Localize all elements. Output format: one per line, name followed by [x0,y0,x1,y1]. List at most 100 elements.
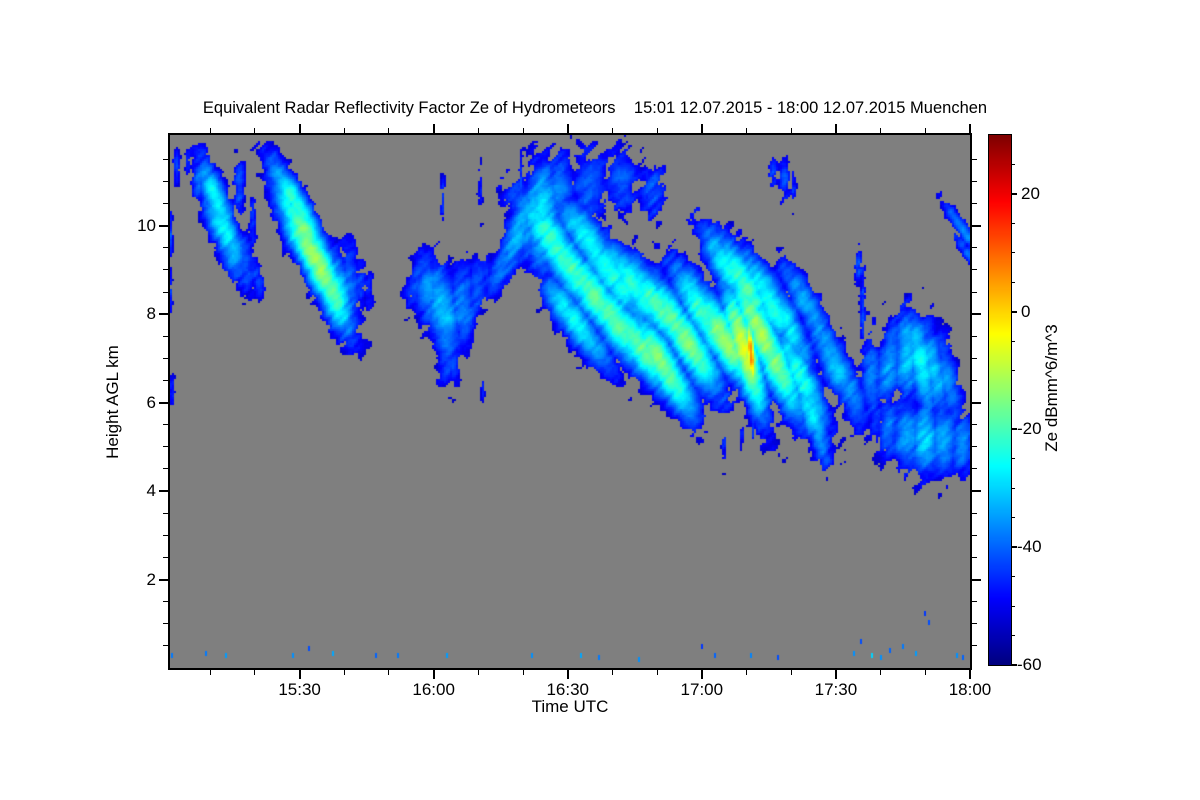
y-minor-tick [972,468,977,470]
x-minor-tick [880,670,882,675]
x-minor-tick [611,128,613,133]
x-minor-tick [924,128,926,133]
y-minor-tick [163,512,168,514]
y-major-tick [159,224,168,227]
y-tick-label: 4 [146,481,156,501]
y-minor-tick [972,645,977,647]
colorbar-minor-tick [1012,340,1015,342]
y-minor-tick [163,203,168,205]
y-minor-tick [163,556,168,558]
x-tick-label: 17:30 [814,680,858,699]
y-minor-tick [163,601,168,603]
y-major-tick [972,578,981,581]
y-tick-label: 6 [146,392,156,412]
x-minor-tick [656,670,658,675]
y-tick-label: 8 [146,304,156,324]
y-minor-tick [972,379,977,381]
y-minor-tick [972,269,977,271]
x-minor-tick [209,670,211,675]
y-tick-label: 10 [137,215,156,235]
y-major-tick [972,224,981,227]
colorbar-title: Ze dBmm^6/m^3 [1042,324,1061,452]
y-minor-tick [163,158,168,160]
x-tick-label: 16:30 [546,680,590,699]
y-minor-tick [163,291,168,293]
x-tick-label: 15:30 [278,680,321,699]
y-minor-tick [972,357,977,359]
x-major-tick [298,670,301,679]
y-minor-tick [163,247,168,249]
y-minor-tick [163,424,168,426]
colorbar-major-tick [1012,664,1017,666]
y-minor-tick [972,424,977,426]
x-minor-tick [746,670,748,675]
y-major-tick [159,401,168,404]
y-minor-tick [163,269,168,271]
y-minor-tick [972,180,977,182]
y-minor-tick [972,247,977,249]
x-minor-tick [656,128,658,133]
colorbar-minor-tick [1012,163,1015,165]
y-minor-tick [972,446,977,448]
x-major-tick [432,124,435,133]
colorbar-minor-tick [1012,605,1015,607]
x-minor-tick [477,670,479,675]
colorbar-minor-tick [1012,487,1015,489]
y-minor-tick [972,291,977,293]
y-major-tick [972,401,981,404]
y-minor-tick [163,623,168,625]
colorbar-minor-tick [1012,517,1015,519]
x-minor-tick [477,128,479,133]
colorbar-minor-tick [1012,635,1015,637]
y-minor-tick [972,158,977,160]
y-minor-tick [163,357,168,359]
colorbar-major-tick [1012,310,1017,313]
x-minor-tick [522,670,524,675]
x-major-tick [834,124,837,133]
y-minor-tick [163,534,168,536]
colorbar-tick-label: -40 [1017,537,1042,557]
x-minor-tick [790,670,792,675]
x-minor-tick [254,128,256,133]
y-minor-tick [163,180,168,182]
y-minor-tick [163,335,168,337]
y-minor-tick [163,379,168,381]
y-minor-tick [163,446,168,448]
x-minor-tick [522,128,524,133]
colorbar-minor-tick [1012,399,1015,401]
y-minor-tick [163,645,168,647]
x-minor-tick [611,670,613,675]
y-minor-tick [972,623,977,625]
x-major-tick [700,670,703,679]
y-major-tick [159,578,168,581]
x-major-tick [298,124,301,133]
x-major-tick [566,670,569,679]
colorbar-minor-tick [1012,281,1015,283]
y-minor-tick [972,556,977,558]
colorbar-tick-label: 0 [1021,301,1031,321]
x-major-tick [969,124,971,133]
x-major-tick [969,670,971,679]
y-major-tick [972,490,981,493]
y-minor-tick [972,512,977,514]
x-minor-tick [343,670,345,675]
x-minor-tick [209,128,211,133]
x-minor-tick [880,128,882,133]
colorbar-tick-label: -20 [1017,419,1042,439]
x-major-tick [566,124,569,133]
x-minor-tick [924,670,926,675]
chart-title: Equivalent Radar Reflectivity Factor Ze … [202,99,988,117]
y-major-tick [159,313,168,316]
x-tick-label: 16:00 [412,680,455,699]
heatmap-plot-area [170,135,970,668]
y-minor-tick [972,534,977,536]
y-minor-tick [972,335,977,337]
x-tick-label: 18:00 [948,680,992,699]
x-minor-tick [746,128,748,133]
x-minor-tick [343,128,345,133]
colorbar-minor-tick [1012,222,1015,224]
y-major-tick [972,313,981,316]
x-minor-tick [254,670,256,675]
x-major-tick [834,670,837,679]
